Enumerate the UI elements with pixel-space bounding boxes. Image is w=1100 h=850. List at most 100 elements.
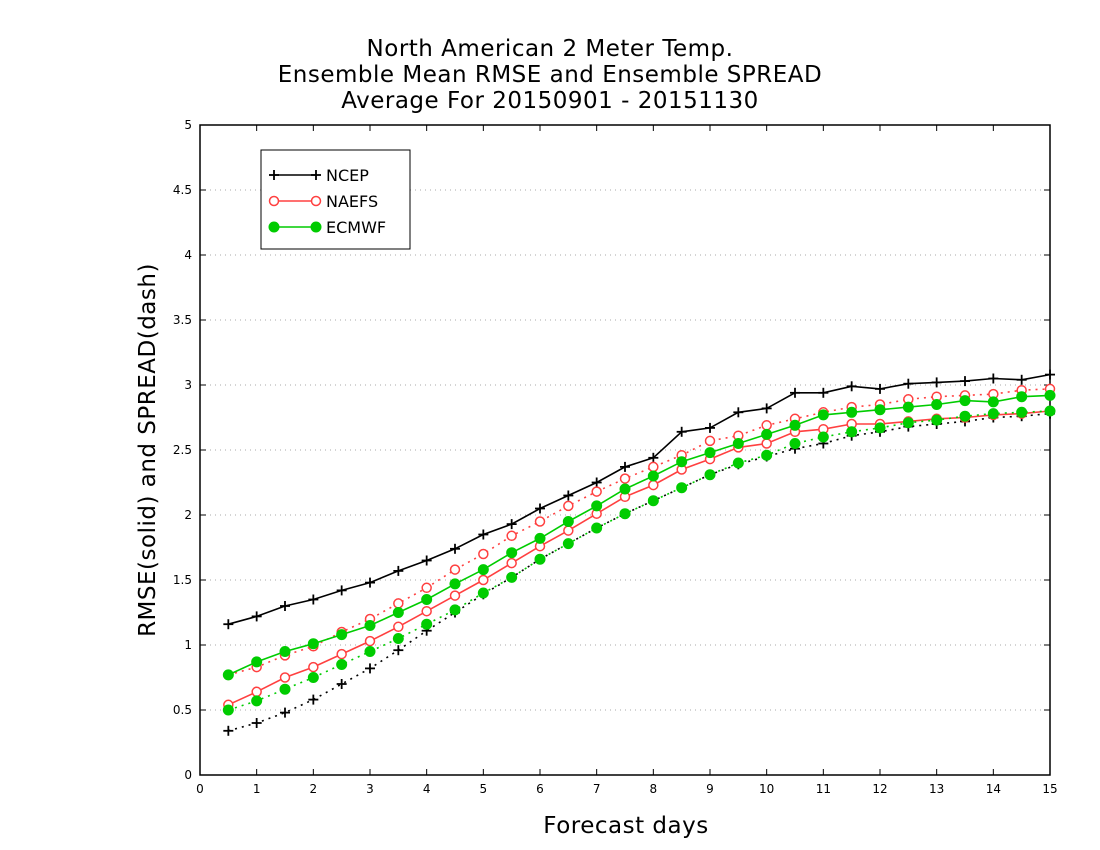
ecmwf-spread-point-18 [732, 457, 744, 469]
y-tick-label-2: 1 [184, 638, 192, 652]
ncep-spread-point-0 [223, 725, 234, 736]
ecmwf-spread-point-23 [874, 422, 886, 434]
ecmwf-spread-point-21 [817, 431, 829, 443]
legend: NCEP NAEFS ECMWF [260, 149, 411, 250]
ecmwf-spread-point-17 [704, 469, 716, 481]
ncep-rmse-point-4 [336, 585, 347, 596]
ecmwf-rmse-point-5 [364, 620, 376, 631]
ecmwf-spread-point-11 [534, 553, 546, 565]
x-axis-title: Forecast days [543, 813, 708, 839]
ecmwf-spread-line [228, 410, 1051, 711]
ecmwf-rmse-point-23 [874, 404, 886, 416]
legend-marker-left-ncep [269, 170, 279, 180]
ecmwf-spread-point-2 [279, 683, 291, 695]
y-tick-label-5: 2.5 [173, 443, 192, 457]
x-tick-label-3: 3 [366, 782, 374, 796]
legend-marker-right-naefs [310, 195, 322, 207]
naefs-spread-point-13 [591, 486, 602, 497]
y-tick-label-10: 5 [184, 118, 192, 132]
ecmwf-spread-point-19 [761, 449, 773, 461]
naefs-spread-point-8 [449, 564, 461, 575]
y-tick-label-1: 0.5 [173, 703, 192, 717]
ncep-rmse-point-5 [365, 577, 375, 588]
ecmwf-rmse-point-24 [902, 401, 914, 413]
naefs-spread-point-9 [478, 548, 489, 560]
ecmwf-spread-point-8 [449, 604, 461, 616]
ecmwf-rmse-point-8 [449, 578, 461, 590]
naefs-spread-point-11 [534, 516, 546, 527]
ncep-rmse-point-16 [676, 426, 687, 437]
naefs-spread-point-6 [393, 598, 404, 609]
legend-box [260, 149, 411, 250]
x-tick-label-0: 0 [196, 782, 204, 796]
naefs-rmse-point-1 [251, 686, 262, 698]
ncep-spread-point-3 [308, 694, 319, 705]
ecmwf-rmse-point-4 [336, 629, 348, 641]
ncep-rmse-point-21 [818, 387, 829, 398]
ncep-rmse-point-29 [1045, 369, 1055, 380]
ecmwf-spread-point-29 [1044, 405, 1056, 417]
legend-marker-left-naefs [268, 195, 280, 207]
x-tick-label-1: 1 [253, 782, 261, 796]
naefs-spread-point-19 [761, 420, 772, 431]
x-tick-label-9: 9 [706, 782, 714, 796]
ecmwf-spread-point-7 [421, 618, 433, 630]
x-tick-label-10: 10 [759, 782, 774, 796]
legend-label-ncep: NCEP [326, 166, 369, 185]
legend-marker-left-ecmwf [268, 221, 280, 233]
y-tick-label-0: 0 [184, 768, 192, 782]
ncep-rmse-point-6 [393, 565, 404, 576]
ncep-rmse-point-26 [960, 376, 970, 387]
ncep-rmse-point-1 [251, 611, 262, 622]
naefs-rmse-point-3 [308, 661, 319, 673]
ncep-rmse-line [228, 373, 1051, 625]
ecmwf-rmse-point-18 [732, 438, 744, 449]
ncep-spread-point-1 [251, 718, 262, 728]
ecmwf-spread-point-5 [364, 646, 376, 657]
naefs-spread-point-10 [506, 530, 517, 542]
naefs-rmse-point-8 [449, 590, 461, 601]
x-tick-label-6: 6 [536, 782, 544, 796]
ecmwf-rmse-point-19 [761, 428, 773, 440]
ecmwf-spread-point-3 [307, 672, 319, 683]
ecmwf-rmse-point-14 [619, 483, 631, 495]
y-tick-label-8: 4 [184, 248, 192, 262]
ecmwf-rmse-point-1 [251, 656, 263, 668]
ncep-rmse-point-9 [478, 529, 489, 540]
legend-label-naefs: NAEFS [326, 192, 378, 211]
legend-label-ecmwf: ECMWF [326, 218, 386, 237]
ncep-spread-point-5 [365, 663, 375, 674]
x-tick-label-7: 7 [593, 782, 601, 796]
ecmwf-rmse-point-16 [676, 456, 688, 468]
legend-marker-right-ncep [311, 170, 321, 180]
naefs-rmse-point-10 [506, 557, 517, 569]
ecmwf-spread-point-6 [392, 633, 404, 644]
ecmwf-spread-point-10 [506, 571, 518, 583]
ecmwf-rmse-point-0 [222, 669, 234, 681]
ecmwf-rmse-point-27 [987, 396, 999, 408]
legend-marker-right-ecmwf [310, 221, 322, 233]
naefs-spread-point-14 [619, 473, 631, 484]
ecmwf-rmse-point-3 [307, 638, 319, 650]
chart-title-line-1: North American 2 Meter Temp. [366, 36, 734, 62]
axes: 00.511.522.533.544.550 1 2 3 4 5 6 7 8 9 10 11 12 13 1… [173, 118, 1058, 796]
ecmwf-spread-point-22 [846, 426, 858, 438]
y-tick-label-6: 3 [184, 378, 192, 392]
ecmwf-spread-point-24 [902, 417, 914, 429]
naefs-rmse-point-9 [478, 574, 489, 586]
ecmwf-rmse-point-12 [562, 516, 574, 527]
ncep-rmse-point-7 [421, 555, 432, 566]
ecmwf-spread-point-20 [789, 438, 801, 449]
naefs-spread-point-12 [563, 500, 574, 512]
naefs-rmse-point-15 [648, 479, 659, 491]
x-tick-label-13: 13 [929, 782, 944, 796]
ncep-rmse-point-0 [223, 619, 234, 630]
ecmwf-rmse-point-20 [789, 419, 801, 431]
x-tick-label-12: 12 [872, 782, 887, 796]
x-tick-label-5: 5 [480, 782, 488, 796]
x-tick-label-15: 15 [1042, 782, 1057, 796]
naefs-spread-point-15 [648, 461, 659, 473]
ecmwf-spread-point-1 [251, 695, 263, 707]
naefs-spread-point-17 [704, 435, 716, 447]
